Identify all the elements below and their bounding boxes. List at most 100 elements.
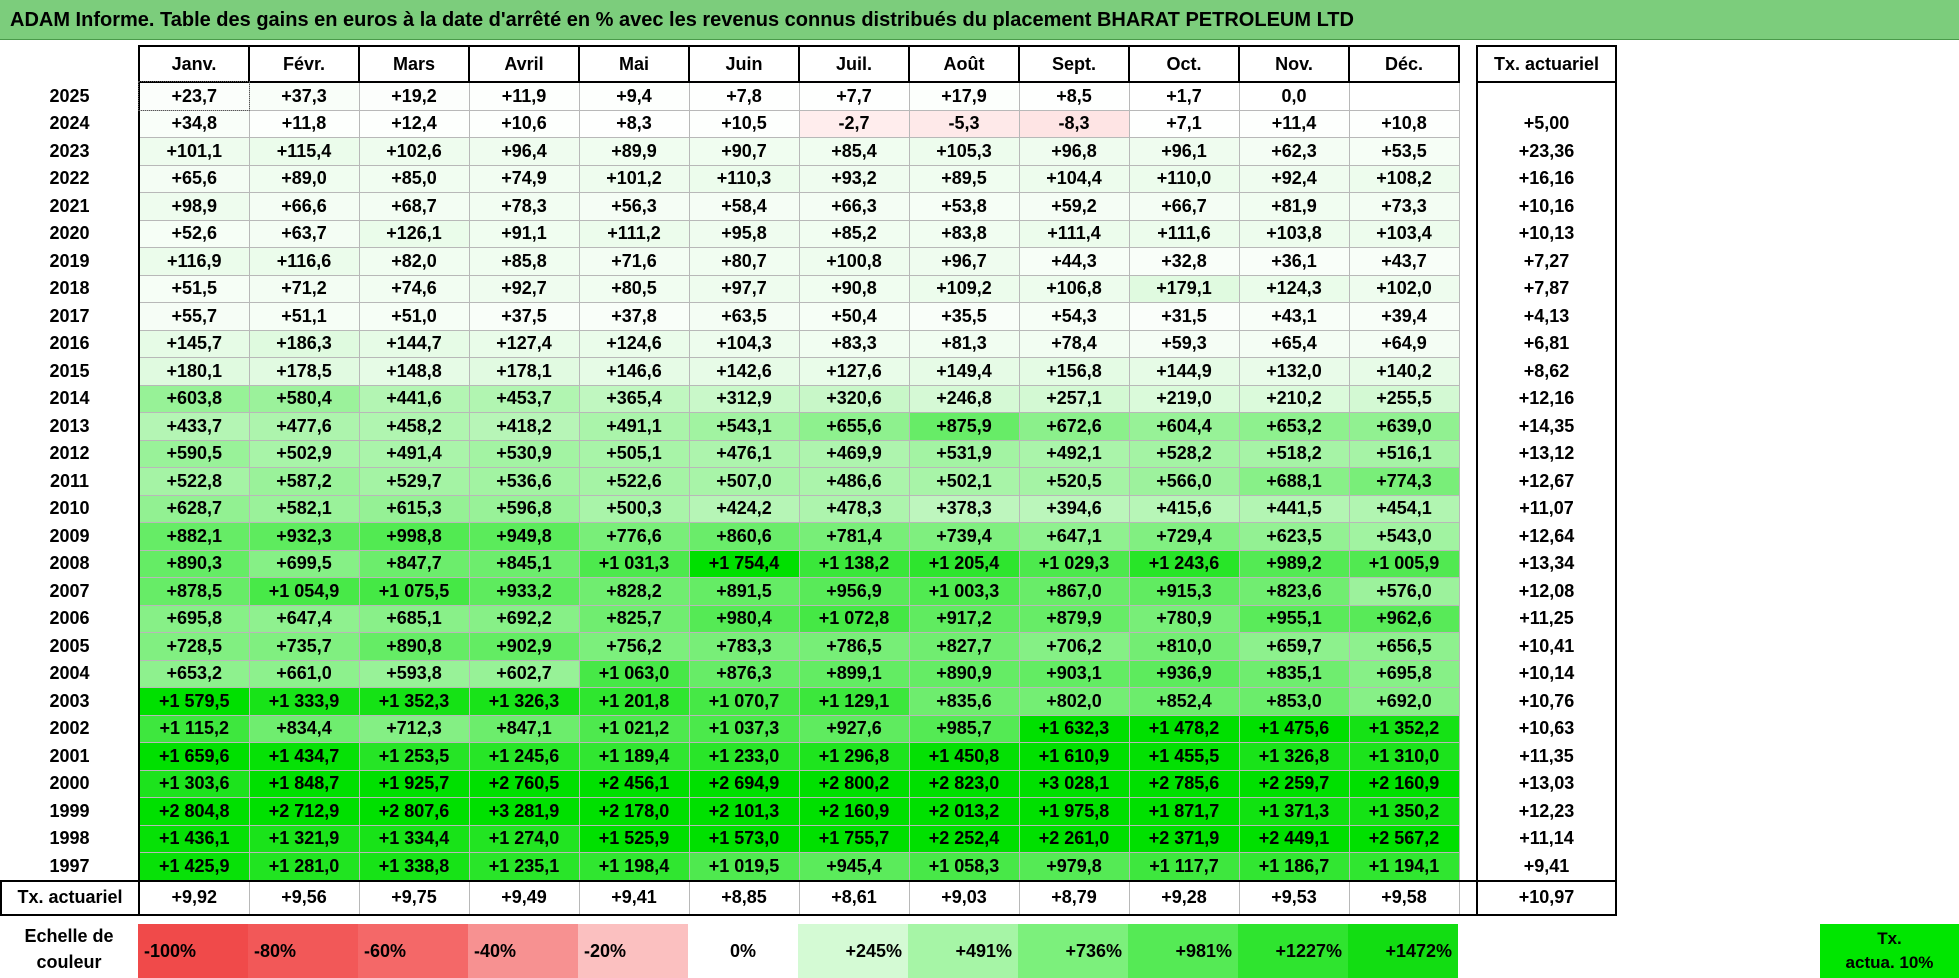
year-label: 2020 [1,220,140,248]
overall-rate-cell: +10,97 [1476,879,1617,916]
gain-cell: +529,7 [358,467,470,496]
gain-cell: +656,5 [1348,632,1460,661]
gain-cell: +59,2 [1018,192,1130,221]
column-gap [1459,275,1477,303]
gain-cell: +1 235,1 [468,852,580,881]
gain-cell: +593,8 [358,659,470,688]
table-row: 2013 +433,7 +477,6 +458,2 +418,2 +491,1 +543,1… [1,412,1617,441]
gain-cell: +58,4 [688,192,800,221]
gain-cell: +531,9 [908,439,1020,468]
gain-cell: +59,3 [1128,329,1240,358]
column-gap [1459,247,1477,275]
gain-cell: +78,3 [468,192,580,221]
color-scale-swatch: -20% [578,924,688,978]
column-gap [1459,385,1477,413]
gain-cell: +102,0 [1348,274,1460,303]
gain-cell: +1 129,1 [798,687,910,716]
gain-cell: +1 186,7 [1238,852,1350,881]
gain-cell: +111,2 [578,219,690,248]
gain-cell: +96,4 [468,137,580,166]
gain-cell: +491,4 [358,439,470,468]
gain-cell: +110,3 [688,164,800,193]
table-row: 2003 +1 579,5 +1 333,9 +1 352,3 +1 326,3 +1 2… [1,687,1617,716]
color-scale-swatch: -40% [468,924,578,978]
gain-cell: +932,3 [248,522,360,551]
gain-cell: +3 281,9 [468,797,580,826]
year-label: 2006 [1,605,140,633]
gain-cell: +453,7 [468,384,580,413]
column-gap [1459,770,1477,798]
table-row: 2025 +23,7 +37,3 +19,2 +11,9 +9,4 +7,8 +7,7 +17,… [1,81,1617,111]
gain-cell: +142,6 [688,357,800,386]
rate-cell: +23,36 [1476,137,1617,165]
gain-cell: +44,3 [1018,247,1130,276]
gain-cell: +623,5 [1238,522,1350,551]
gain-cell: +1 189,4 [578,742,690,771]
gain-cell: +1 070,7 [688,687,800,716]
table-row: 2010 +628,7 +582,1 +615,3 +596,8 +500,3 +424,2… [1,494,1617,523]
gain-cell: +2 567,2 [1348,824,1460,853]
gain-cell: +454,1 [1348,494,1460,523]
rate-cell: +11,35 [1476,742,1617,770]
gain-cell: +92,7 [468,274,580,303]
year-label: 2013 [1,412,140,440]
gain-cell: +7,8 [688,81,800,111]
gain-cell: +103,4 [1348,219,1460,248]
gain-cell: +776,6 [578,522,690,551]
gain-cell: +603,8 [138,384,250,413]
gain-cell: +1 063,0 [578,659,690,688]
column-gap [1459,192,1477,220]
gain-cell: +85,0 [358,164,470,193]
table-row: 2002 +1 115,2 +834,4 +712,3 +847,1 +1 021,2 +1… [1,714,1617,743]
month-header: Juil. [798,45,910,83]
gain-cell: +92,4 [1238,164,1350,193]
gain-cell: +628,7 [138,494,250,523]
rate-cell: +9,41 [1476,852,1617,882]
rate-cell: +7,27 [1476,247,1617,275]
gain-cell: +1 525,9 [578,824,690,853]
gain-cell: +1 253,5 [358,742,470,771]
footer-rate-cell: +9,53 [1238,879,1350,916]
year-label: 2023 [1,137,140,165]
gain-cell: +587,2 [248,467,360,496]
year-label: 2008 [1,550,140,578]
gain-cell: +7,7 [798,81,910,111]
gain-cell: +1 072,8 [798,604,910,633]
gain-cell: +735,7 [248,632,360,661]
gain-cell: +73,3 [1348,192,1460,221]
gain-cell: +1 075,5 [358,577,470,606]
gain-cell: +126,1 [358,219,470,248]
gain-cell: +1 021,2 [578,714,690,743]
gain-cell: +580,4 [248,384,360,413]
color-scale-swatch: +1472% [1348,924,1458,978]
table-row: 2011 +522,8 +587,2 +529,7 +536,6 +522,6 +507,0… [1,467,1617,496]
gain-cell: +835,1 [1238,659,1350,688]
gain-cell: +879,9 [1018,604,1130,633]
column-gap [1459,220,1477,248]
gain-cell: +11,9 [468,81,580,111]
rate-cell: +5,00 [1476,110,1617,138]
gain-cell: +37,5 [468,302,580,331]
gain-cell: +7,1 [1128,109,1240,138]
gain-cell: +1 333,9 [248,687,360,716]
rate-cell: +13,12 [1476,440,1617,468]
gain-cell: +1 455,5 [1128,742,1240,771]
gain-cell: +949,8 [468,522,580,551]
gain-cell: +1 245,6 [468,742,580,771]
gain-cell: +1 434,7 [248,742,360,771]
gain-cell: +2 261,0 [1018,824,1130,853]
gain-cell: +739,4 [908,522,1020,551]
gain-cell: +108,2 [1348,164,1460,193]
gain-cell: +802,0 [1018,687,1130,716]
rate-cell: +10,16 [1476,192,1617,220]
gain-cell: +1 233,0 [688,742,800,771]
gain-cell: +890,3 [138,549,250,578]
month-header: Août [908,45,1020,83]
table-row: 2006 +695,8 +647,4 +685,1 +692,2 +825,7 +980,4… [1,604,1617,633]
gain-cell: +179,1 [1128,274,1240,303]
gain-cell: +365,4 [578,384,690,413]
table-row: 1999 +2 804,8 +2 712,9 +2 807,6 +3 281,9 +2 1… [1,797,1617,826]
gain-cell: +653,2 [138,659,250,688]
gain-cell: +835,6 [908,687,1020,716]
gain-cell: +63,5 [688,302,800,331]
